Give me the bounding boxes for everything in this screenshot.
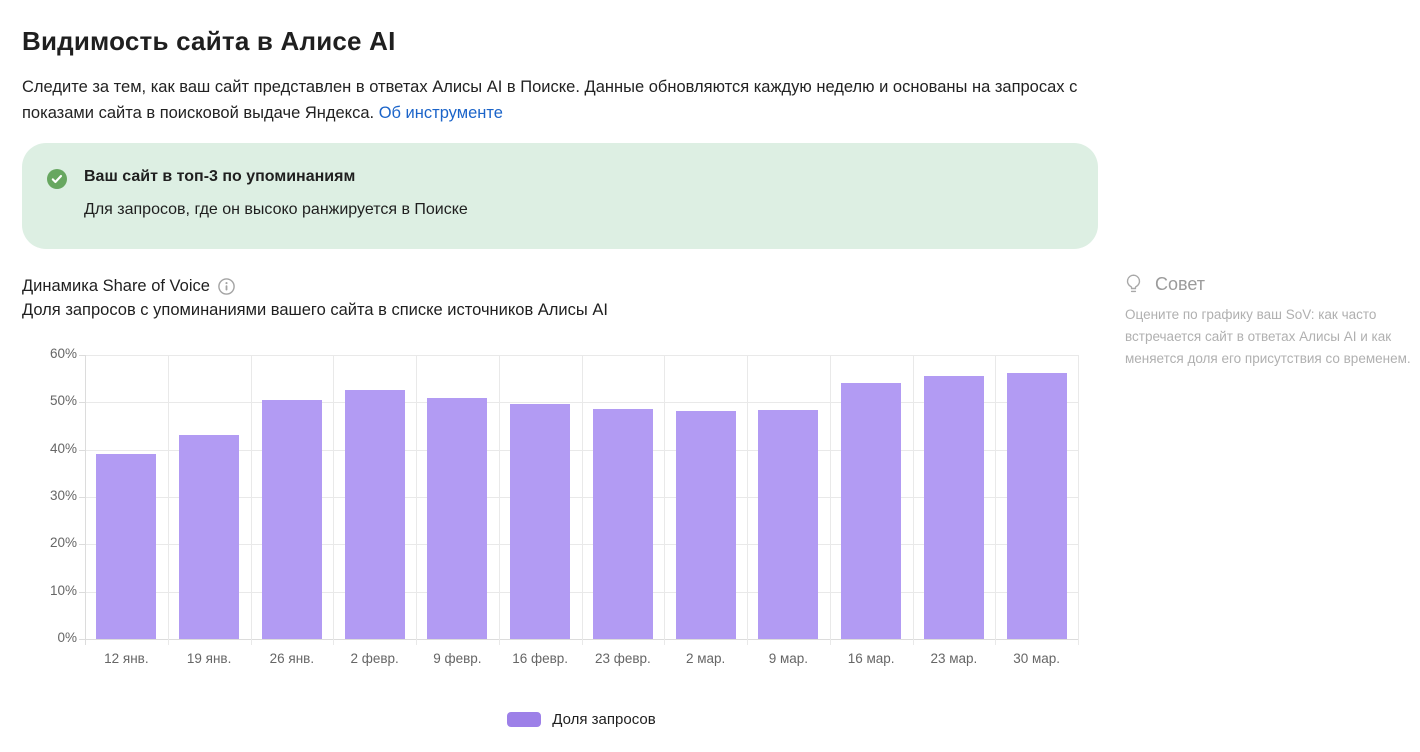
gridline-vertical [581, 355, 583, 645]
x-axis-label: 2 февр. [350, 651, 399, 666]
bar[interactable] [592, 409, 653, 639]
bar[interactable] [758, 409, 819, 639]
bar[interactable] [96, 454, 157, 639]
y-axis-tick [79, 591, 85, 593]
bar[interactable] [344, 389, 405, 639]
bar[interactable] [841, 383, 902, 639]
y-axis-line [85, 355, 86, 645]
gridline-vertical [829, 355, 831, 645]
legend-swatch [507, 712, 542, 727]
banner-title: Ваш сайт в топ-3 по упоминаниям [84, 168, 356, 185]
bar[interactable] [510, 403, 571, 639]
chart-plot: 0% 10% 20% 30% 40% 50% 60% 12 янв. 19 янв. 26 янв… [50, 346, 1079, 666]
gridline-vertical [498, 355, 500, 645]
x-axis-label: 26 янв. [269, 651, 315, 666]
banner-subtitle: Для запросов, где он высоко ранжируется … [84, 201, 468, 218]
page-description-text: Следите за тем, как ваш сайт представлен… [22, 78, 1078, 122]
bar[interactable] [179, 435, 240, 639]
bar[interactable] [427, 397, 488, 639]
check-circle-icon [47, 169, 67, 189]
y-axis-tick [79, 355, 85, 356]
gridline-vertical [250, 355, 252, 645]
y-axis-label: 60% [49, 346, 77, 361]
gridline-vertical [747, 355, 748, 645]
gridline-vertical [333, 355, 335, 645]
gridline-vertical [1078, 355, 1079, 645]
legend-label: Доля запросов [552, 711, 656, 728]
gridline-vertical [167, 355, 169, 645]
top3-status-banner: Ваш сайт в топ-3 по упоминаниям Для запр… [22, 143, 1098, 249]
x-axis-label: 23 февр. [594, 651, 651, 666]
gridline-vertical [912, 355, 914, 645]
x-axis-label: 23 мар. [930, 651, 978, 666]
gridline-vertical [416, 355, 417, 645]
x-axis-label: 9 мар. [768, 651, 809, 666]
tip-panel: Совет Оцените по графику ваш SoV: как ча… [1125, 274, 1420, 370]
chart-title: Динамика Share of Voice [22, 277, 210, 295]
y-axis-tick [79, 497, 85, 498]
y-axis-tick [79, 402, 85, 404]
banner-text: Ваш сайт в топ-3 по упоминаниям Для запр… [84, 168, 468, 249]
about-tool-link[interactable]: Об инструменте [378, 104, 503, 122]
tip-header: Совет [1125, 274, 1420, 295]
bar[interactable] [923, 375, 984, 639]
bar[interactable] [1006, 373, 1067, 639]
chart-header: Динамика Share of Voice [22, 277, 235, 296]
bar[interactable] [261, 399, 322, 639]
x-axis-label: 16 февр. [512, 651, 569, 666]
y-axis-tick [79, 639, 85, 640]
x-axis-label: 2 мар. [685, 651, 726, 666]
chart-legend-item[interactable]: Доля запросов [85, 711, 1078, 728]
info-icon[interactable] [218, 278, 235, 295]
page-title: Видимость сайта в Алисе AI [22, 26, 396, 56]
y-axis-tick [79, 544, 85, 546]
bar[interactable] [675, 410, 736, 639]
tip-title: Совет [1155, 274, 1206, 294]
chart-subtitle: Доля запросов с упоминаниями вашего сайт… [22, 301, 608, 319]
x-axis-label: 16 мар. [847, 651, 895, 666]
page-description: Следите за тем, как ваш сайт представлен… [22, 74, 1100, 126]
tip-text: Оцените по графику ваш SoV: как часто вс… [1125, 307, 1411, 366]
x-axis-label: 12 янв. [104, 651, 149, 666]
y-axis-tick [79, 449, 85, 451]
y-axis-label: 50% [49, 393, 77, 409]
y-axis-label: 30% [49, 488, 77, 503]
y-axis-label: 40% [49, 440, 77, 456]
y-axis-label: 10% [49, 582, 77, 598]
gridline-vertical [995, 355, 997, 645]
y-axis-label: 0% [57, 630, 77, 645]
gridline-vertical [664, 355, 666, 645]
y-axis-label: 20% [49, 535, 77, 551]
lightbulb-icon [1126, 274, 1141, 293]
x-axis-label: 19 янв. [186, 651, 232, 666]
x-axis-label: 9 февр. [433, 651, 482, 666]
x-axis-label: 30 мар. [1013, 651, 1061, 666]
